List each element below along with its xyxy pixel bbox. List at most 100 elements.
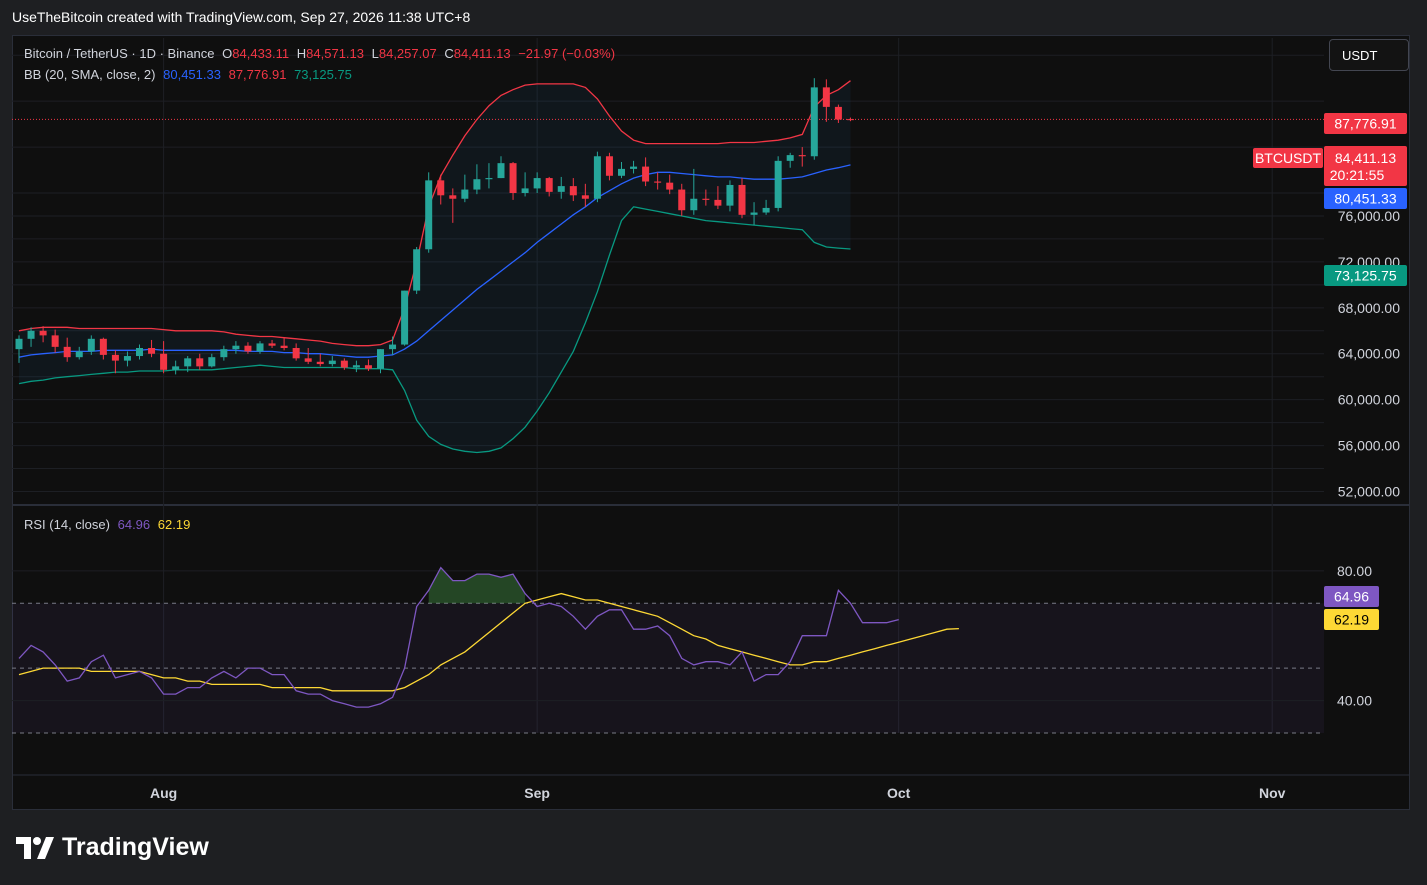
high-value: 84,571.13 xyxy=(306,46,364,61)
candle-body xyxy=(714,199,722,206)
candle-body xyxy=(545,178,553,192)
time-axis-label: Aug xyxy=(150,785,177,801)
price-axis-label: 60,000.00 xyxy=(1338,392,1400,408)
price-axis-label: 68,000.00 xyxy=(1338,300,1400,316)
candle-body xyxy=(666,182,674,190)
price-axis-label: 64,000.00 xyxy=(1338,346,1400,362)
candle-body xyxy=(738,184,746,215)
rsi-legend: RSI (14, close) 64.96 62.19 xyxy=(24,517,194,532)
rsi-label[interactable]: RSI (14, close) xyxy=(24,517,110,532)
symbol-badge xyxy=(1253,148,1323,168)
open-value: 84,433.11 xyxy=(232,46,290,61)
candle-body xyxy=(774,160,782,208)
rsi-value-badge-text: 64.96 xyxy=(1334,589,1369,605)
candle-body xyxy=(569,186,577,196)
low-label: L xyxy=(371,46,379,61)
candle-body xyxy=(557,186,565,192)
candle-body xyxy=(304,358,312,362)
low-value: 84,257.07 xyxy=(378,46,437,61)
brand-name: TradingView xyxy=(62,833,209,861)
candle-body xyxy=(834,106,842,120)
candle-body xyxy=(280,345,288,348)
candle-body xyxy=(340,360,348,368)
candle-body xyxy=(172,366,180,370)
candle-body xyxy=(39,330,47,336)
candle-body xyxy=(401,290,409,345)
rsi-ma-line xyxy=(18,592,959,692)
candle-body xyxy=(196,358,204,367)
candle-body xyxy=(51,335,59,347)
time-axis-label: Sep xyxy=(524,785,550,801)
candle-body xyxy=(220,349,228,358)
bb-upper-badge-text: 87,776.91 xyxy=(1334,116,1396,132)
candle-body xyxy=(437,180,445,196)
candle-body xyxy=(618,168,625,176)
tradingview-logo[interactable]: TradingView xyxy=(16,833,209,862)
rsi-ma-badge xyxy=(1324,609,1379,630)
candle-body xyxy=(123,356,131,361)
bb-upper-badge xyxy=(1324,113,1407,134)
candle-body xyxy=(822,87,830,107)
rsi-value: 64.96 xyxy=(117,517,151,532)
candle-body xyxy=(702,198,710,200)
candle-body xyxy=(316,361,324,365)
bollinger-band-fill xyxy=(19,80,851,453)
candle-body xyxy=(521,188,529,193)
price-axis-label: 76,000.00 xyxy=(1338,208,1400,224)
candle-body xyxy=(690,198,698,211)
candle-body xyxy=(581,195,589,199)
bb-upper-value: 87,776.91 xyxy=(228,67,287,82)
bb-upper-line xyxy=(18,80,851,347)
candle-body xyxy=(533,178,541,189)
bb-legend: BB (20, SMA, close, 2) 80,451.33 87,776.… xyxy=(24,67,356,82)
candle-body xyxy=(750,212,758,215)
change-value: −21.97 (−0.03%) xyxy=(518,46,616,61)
bb-basis-value: 80,451.33 xyxy=(163,67,221,82)
currency-button[interactable]: USDT xyxy=(1329,39,1409,71)
candle-body xyxy=(244,345,252,352)
rsi-overbought-fill xyxy=(428,567,526,604)
time-axis-label: Nov xyxy=(1259,785,1286,801)
candle-body xyxy=(726,184,734,206)
open-label: O xyxy=(222,46,233,61)
candle-body xyxy=(509,163,517,193)
current-price-badge xyxy=(1324,146,1407,186)
bar-countdown: 20:21:55 xyxy=(1330,167,1385,183)
candle-body xyxy=(63,346,71,358)
bb-basis-badge-text: 80,451.33 xyxy=(1334,191,1396,207)
current-price-value: 84,411.13 xyxy=(1335,150,1396,166)
candle-body xyxy=(605,156,613,176)
candle-body xyxy=(846,119,854,121)
candle-body xyxy=(461,189,469,199)
candle-body xyxy=(328,360,336,365)
rsi-ma-badge-text: 62.19 xyxy=(1334,612,1369,628)
candle-body xyxy=(256,343,264,352)
rsi-value-badge xyxy=(1324,586,1379,607)
rsi-ma-value: 62.19 xyxy=(157,517,191,532)
high-label: H xyxy=(296,46,307,61)
price-axis-label: 52,000.00 xyxy=(1338,484,1400,500)
candle-body xyxy=(232,345,240,350)
price-legend: Bitcoin / TetherUS · 1D · Binance O84,43… xyxy=(24,46,619,61)
candle-body xyxy=(136,348,143,357)
rsi-axis-label: 40.00 xyxy=(1337,693,1372,709)
candle-body xyxy=(485,178,493,180)
candle-body xyxy=(377,349,384,369)
chart-attribution: UseTheBitcoin created with TradingView.c… xyxy=(12,9,471,25)
symbol-title[interactable]: Bitcoin / TetherUS · 1D · Binance xyxy=(24,46,215,61)
candle-body xyxy=(75,351,83,358)
candle-body xyxy=(389,344,397,350)
bb-lower-badge xyxy=(1324,265,1407,286)
bb-label[interactable]: BB (20, SMA, close, 2) xyxy=(24,67,156,82)
rsi-line xyxy=(18,566,899,708)
symbol-badge-text: BTCUSDT xyxy=(1255,150,1322,166)
bb-lower-badge-text: 73,125.75 xyxy=(1334,268,1396,284)
candle-body xyxy=(497,163,505,179)
close-label: C xyxy=(444,46,454,61)
candle-body xyxy=(425,180,433,250)
candle-body xyxy=(413,249,421,291)
tradingview-logo-icon xyxy=(16,836,54,859)
candle-body xyxy=(184,358,192,367)
rsi-axis-label: 80.00 xyxy=(1337,563,1372,579)
